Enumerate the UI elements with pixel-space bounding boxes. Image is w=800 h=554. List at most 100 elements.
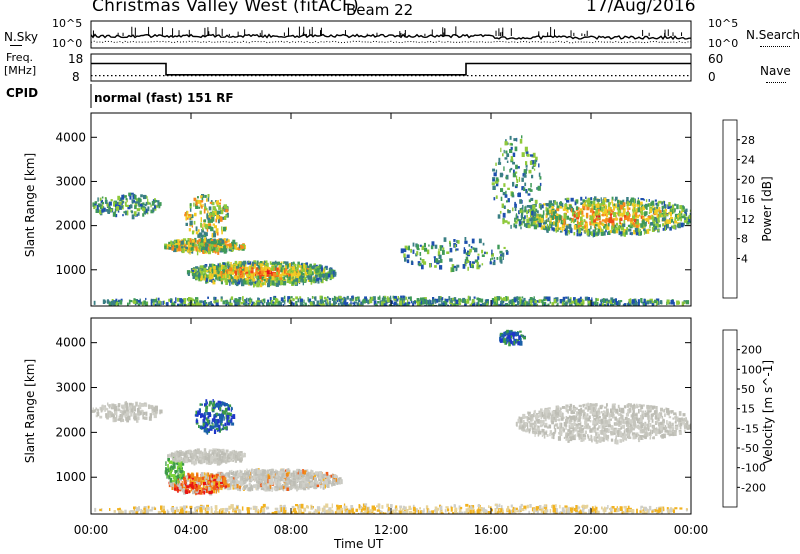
scatter-cell [306,483,309,488]
scatter-cell [328,476,331,479]
scatter-cell [656,300,659,304]
scatter-cell [329,298,331,301]
scatter-cell [195,276,198,280]
scatter-cell [150,209,154,214]
scatter-cell [412,302,415,306]
scatter-cell [643,298,646,303]
scatter-cell [254,478,256,482]
scatter-cell [233,270,238,274]
scatter-cell [484,251,486,254]
nsearch-series [90,40,692,44]
scatter-cell [178,479,180,484]
scatter-cell [296,479,300,483]
scatter-cell [248,473,250,479]
scatter-cell [188,490,191,494]
scatter-cell [680,217,682,222]
scatter-cell [142,301,144,306]
scatter-cell [664,211,667,214]
scatter-cell [514,224,518,229]
freq-left-tick-top: 18 [68,52,84,66]
scatter-cell [112,300,116,306]
scatter-cell [639,228,641,232]
scatter-cell [212,201,215,206]
scatter-cell [301,278,303,281]
scatter-cell [205,246,208,252]
scatter-cell [493,197,496,201]
scatter-cell [530,204,533,210]
scatter-cell [170,242,173,246]
scatter-cell [574,218,577,222]
scatter-cell [523,302,525,306]
scatter-cell [247,470,251,473]
scatter-cell [227,268,230,273]
scatter-cell [215,486,220,492]
scatter-cell [268,477,271,482]
scatter-cell [564,206,569,210]
scatter-cell [589,200,593,203]
scatter-cell [332,479,335,483]
scatter-cell [186,485,190,489]
scatter-cell [534,300,537,303]
scatter-cell [671,210,673,215]
scatter-cell [633,219,637,223]
scatter-cell [260,263,264,267]
scatter-cell [213,211,217,215]
scatter-cell [288,479,292,484]
scatter-cell [573,224,577,230]
scatter-cell [209,270,212,274]
scatter-cell [567,296,570,301]
scatter-cell [211,474,214,479]
scatter-cell [520,209,523,213]
scatter-cell [492,185,496,190]
scatter-cell [559,201,562,205]
scatter-cell [500,254,503,257]
scatter-cell [283,295,286,300]
scatter-cell [633,222,636,227]
scatter-cell [313,277,316,282]
scatter-cell [227,243,230,246]
scatter-cell [564,213,567,218]
scatter-cell [206,208,208,211]
scatter-cell [187,272,190,276]
scatter-cell [191,249,194,254]
scatter-cell [518,224,522,227]
scatter-cell [311,484,314,488]
scatter-cell [304,272,309,276]
scatter-cell [271,475,273,480]
scatter-cell [651,204,654,208]
scatter-cell [208,474,211,479]
scatter-cell [578,231,583,236]
scatter-cell [529,160,533,165]
scatter-cell [386,296,389,301]
scatter-cell [256,275,258,279]
scatter-cell [540,225,544,230]
scatter-cell [562,296,565,301]
scatter-cell [283,282,287,286]
scatter-cell [309,483,312,486]
scatter-cell [545,203,549,206]
scatter-cell [499,250,503,254]
scatter-cell [432,297,435,302]
scatter-cell [414,301,416,305]
scatter-cell [393,301,397,306]
scatter-cell [523,174,527,178]
scatter-cell [266,478,269,484]
scatter-cell [189,297,193,302]
scatter-cell [507,210,511,214]
scatter-cell [412,305,416,306]
scatter-cell [515,171,518,174]
scatter-cell [530,154,534,157]
scatter-cell [596,203,600,208]
scatter-cell [217,202,221,205]
scatter-cell [463,299,466,303]
scatter-cell [632,213,634,217]
scatter-cell [637,299,640,303]
scatter-cell [154,205,157,209]
scatter-cell [600,197,602,202]
scatter-cell [598,215,601,218]
scatter-cell [615,222,619,226]
scatter-cell [505,176,508,179]
scatter-cell [176,485,179,488]
scatter-cell [308,472,311,477]
scatter-cell [168,298,172,302]
